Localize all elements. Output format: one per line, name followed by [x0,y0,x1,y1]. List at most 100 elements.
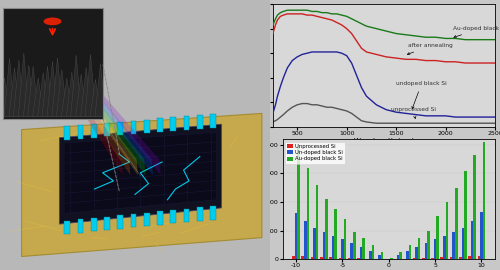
Bar [64,221,70,234]
Bar [416,247,418,259]
Polygon shape [42,32,146,176]
Bar [431,258,434,259]
Polygon shape [4,59,15,117]
Bar [314,228,316,259]
Polygon shape [62,78,72,117]
X-axis label: Wavelength (nm): Wavelength (nm) [354,137,414,144]
Bar [210,206,216,220]
Bar [452,232,455,259]
Polygon shape [95,63,106,117]
Bar [400,252,402,259]
Bar [130,121,136,134]
Polygon shape [38,73,48,117]
Bar [471,221,474,259]
Polygon shape [9,68,20,117]
Bar [197,115,202,129]
Bar [434,239,436,259]
Bar [362,238,365,259]
Text: Au-doped black Si: Au-doped black Si [454,26,500,38]
Bar [310,257,314,259]
Text: undoped black Si: undoped black Si [396,81,447,109]
Bar [298,146,300,259]
Bar [295,213,298,259]
Bar [78,219,84,233]
Bar [459,257,462,259]
Bar [443,236,446,259]
Bar [184,116,190,130]
Bar [91,218,96,231]
Y-axis label: Absorptance (%): Absorptance (%) [249,36,256,94]
Bar [302,256,304,259]
Polygon shape [90,79,101,117]
Bar [468,256,471,259]
Bar [455,188,458,259]
Bar [197,207,202,221]
Bar [446,202,448,259]
Bar [480,212,482,259]
Bar [350,244,353,259]
Bar [462,228,464,259]
Polygon shape [28,66,38,117]
Bar [320,257,322,259]
Bar [478,256,480,259]
Polygon shape [80,68,92,117]
Bar [353,232,356,259]
Text: after annealing: after annealing [408,43,453,55]
Y-axis label: Responsivity (mA·W⁻¹): Responsivity (mA·W⁻¹) [258,160,265,239]
Polygon shape [18,53,30,117]
Bar [369,251,372,259]
Bar [378,255,381,259]
Bar [357,258,360,259]
Bar [408,245,411,259]
Bar [322,232,325,259]
Bar [91,124,96,137]
Bar [130,214,136,227]
Bar [450,257,452,259]
Bar [440,258,443,259]
Bar [306,168,309,259]
Bar [464,171,467,259]
Polygon shape [0,78,10,117]
Bar [78,125,84,139]
Bar [118,215,123,229]
Polygon shape [39,32,138,176]
Polygon shape [47,61,58,117]
Polygon shape [70,55,82,117]
Polygon shape [65,132,216,213]
Bar [332,236,334,259]
Bar [390,258,392,259]
Bar [104,217,110,230]
Bar [436,216,439,259]
Bar [422,258,424,259]
Bar [482,142,486,259]
Polygon shape [85,54,96,117]
Polygon shape [32,78,44,117]
Bar [406,251,408,259]
Bar [334,209,337,259]
Bar [474,155,476,259]
Polygon shape [66,72,78,117]
Bar [64,126,70,140]
Bar [292,256,295,259]
Polygon shape [42,66,53,117]
Bar [184,209,190,222]
Bar [157,211,163,225]
Bar [210,114,216,127]
Polygon shape [76,74,86,117]
Bar [170,210,176,224]
Bar [412,258,416,259]
Bar [396,255,400,259]
Polygon shape [56,69,68,117]
Bar [360,247,362,259]
Text: unprocessed Si: unprocessed Si [391,107,436,119]
Polygon shape [24,65,34,117]
Bar [144,213,150,226]
Polygon shape [14,60,24,117]
Bar [348,258,350,259]
Bar [344,219,346,259]
Bar [170,117,176,131]
Polygon shape [60,124,222,224]
Bar [144,120,150,133]
Bar [316,185,318,259]
Bar [329,258,332,259]
